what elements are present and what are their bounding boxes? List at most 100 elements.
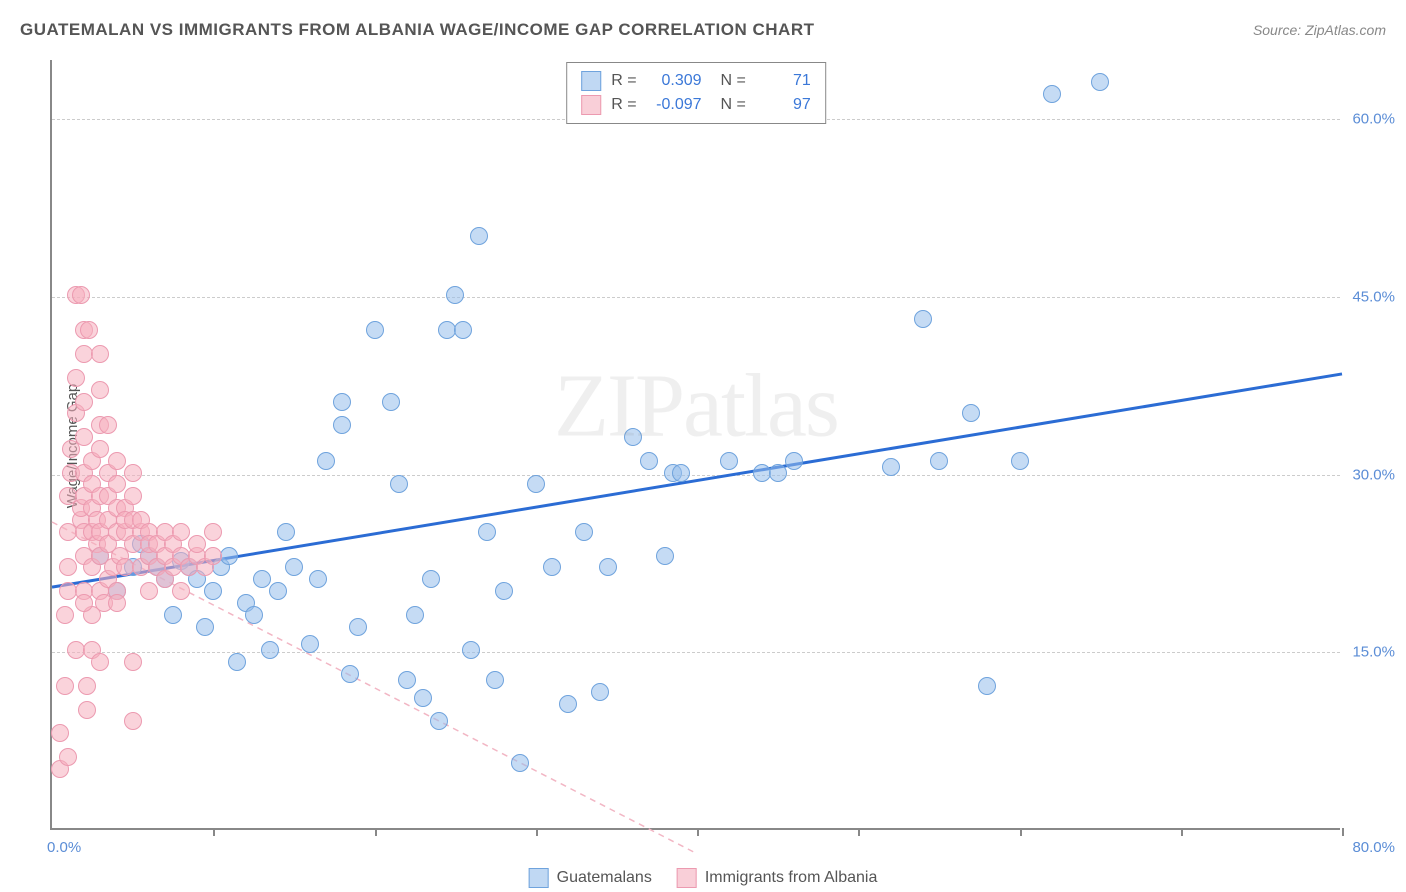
data-point xyxy=(341,665,359,683)
data-point xyxy=(78,701,96,719)
legend-label: Guatemalans xyxy=(557,869,652,887)
data-point xyxy=(261,641,279,659)
data-point xyxy=(75,428,93,446)
data-point xyxy=(277,523,295,541)
n-value-pink: 97 xyxy=(756,96,811,114)
y-tick-label: 45.0% xyxy=(1352,288,1395,305)
data-point xyxy=(72,286,90,304)
data-point xyxy=(253,570,271,588)
data-point xyxy=(301,635,319,653)
data-point xyxy=(559,695,577,713)
data-point xyxy=(1011,452,1029,470)
data-point xyxy=(172,582,190,600)
x-tick xyxy=(536,828,538,836)
data-point xyxy=(91,440,109,458)
x-tick xyxy=(858,828,860,836)
r-value-blue: 0.309 xyxy=(647,72,702,90)
data-point xyxy=(575,523,593,541)
data-point xyxy=(333,393,351,411)
data-point xyxy=(245,606,263,624)
data-point xyxy=(470,227,488,245)
data-point xyxy=(478,523,496,541)
trend-lines xyxy=(52,60,1340,828)
data-point xyxy=(269,582,287,600)
data-point xyxy=(124,712,142,730)
trend-line xyxy=(52,374,1342,587)
data-point xyxy=(398,671,416,689)
data-point xyxy=(317,452,335,470)
data-point xyxy=(406,606,424,624)
x-tick xyxy=(1342,828,1344,836)
y-tick-label: 30.0% xyxy=(1352,466,1395,483)
data-point xyxy=(511,754,529,772)
swatch-pink-icon xyxy=(581,95,601,115)
data-point xyxy=(108,452,126,470)
data-point xyxy=(228,653,246,671)
swatch-blue-icon xyxy=(581,71,601,91)
data-point xyxy=(962,404,980,422)
data-point xyxy=(59,748,77,766)
data-point xyxy=(108,475,126,493)
data-point xyxy=(656,547,674,565)
data-point xyxy=(124,653,142,671)
data-point xyxy=(56,606,74,624)
data-point xyxy=(51,724,69,742)
data-point xyxy=(382,393,400,411)
data-point xyxy=(543,558,561,576)
y-tick-label: 60.0% xyxy=(1352,111,1395,128)
data-point xyxy=(430,712,448,730)
data-point xyxy=(366,321,384,339)
data-point xyxy=(78,677,96,695)
data-point xyxy=(349,618,367,636)
stats-row-albania: R = -0.097 N = 97 xyxy=(581,93,811,117)
data-point xyxy=(414,689,432,707)
n-value-blue: 71 xyxy=(756,72,811,90)
data-point xyxy=(462,641,480,659)
data-point xyxy=(390,475,408,493)
data-point xyxy=(454,321,472,339)
data-point xyxy=(1091,73,1109,91)
stats-row-guatemalans: R = 0.309 N = 71 xyxy=(581,69,811,93)
data-point xyxy=(91,381,109,399)
chart-header: GUATEMALAN VS IMMIGRANTS FROM ALBANIA WA… xyxy=(20,20,1386,40)
data-point xyxy=(486,671,504,689)
data-point xyxy=(91,345,109,363)
r-value-pink: -0.097 xyxy=(647,96,702,114)
data-point xyxy=(672,464,690,482)
data-point xyxy=(99,416,117,434)
data-point xyxy=(527,475,545,493)
data-point xyxy=(196,618,214,636)
data-point xyxy=(204,547,222,565)
x-tick xyxy=(1020,828,1022,836)
data-point xyxy=(172,523,190,541)
x-tick xyxy=(697,828,699,836)
source-label: Source: ZipAtlas.com xyxy=(1253,22,1386,38)
plot-area: ZIPatlas 15.0%30.0%45.0%60.0% R = 0.309 … xyxy=(50,60,1340,830)
data-point xyxy=(204,523,222,541)
data-point xyxy=(978,677,996,695)
x-axis-start-label: 0.0% xyxy=(47,839,81,856)
n-label: N = xyxy=(712,72,746,90)
data-point xyxy=(67,369,85,387)
data-point xyxy=(495,582,513,600)
data-point xyxy=(285,558,303,576)
data-point xyxy=(914,310,932,328)
data-point xyxy=(1043,85,1061,103)
data-point xyxy=(309,570,327,588)
data-point xyxy=(720,452,738,470)
data-point xyxy=(188,535,206,553)
data-point xyxy=(204,582,222,600)
data-point xyxy=(220,547,238,565)
data-point xyxy=(124,487,142,505)
r-label: R = xyxy=(611,96,636,114)
correlation-stats-box: R = 0.309 N = 71 R = -0.097 N = 97 xyxy=(566,62,826,124)
data-point xyxy=(446,286,464,304)
data-point xyxy=(124,464,142,482)
data-point xyxy=(422,570,440,588)
data-point xyxy=(140,582,158,600)
x-tick xyxy=(1181,828,1183,836)
data-point xyxy=(769,464,787,482)
data-point xyxy=(108,594,126,612)
y-tick-label: 15.0% xyxy=(1352,644,1395,661)
data-point xyxy=(591,683,609,701)
